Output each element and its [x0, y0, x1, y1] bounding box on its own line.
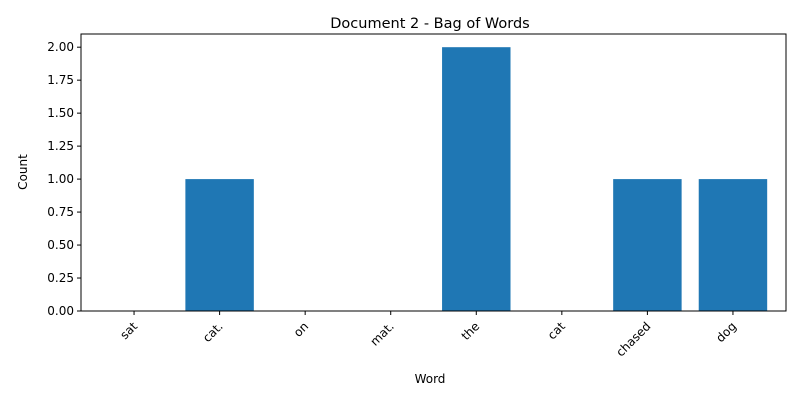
bar-the	[442, 47, 511, 311]
y-tick-label: 1.25	[47, 139, 74, 153]
y-tick-label: 0.00	[47, 304, 74, 318]
y-axis-title: Count	[16, 154, 30, 190]
y-tick-label: 1.00	[47, 172, 74, 186]
x-tick-label: sat	[117, 319, 140, 342]
y-tick-label: 2.00	[47, 40, 74, 54]
y-tick-label: 0.50	[47, 238, 74, 252]
bar-cat-dot	[185, 179, 254, 311]
y-tick-label: 0.25	[47, 271, 74, 285]
bar-chased	[613, 179, 682, 311]
x-axis-ticks: sat cat. on mat. the cat chased dog	[117, 311, 739, 359]
bars	[185, 47, 768, 311]
x-tick-label: dog	[713, 319, 739, 345]
y-axis-ticks: 0.00 0.25 0.50 0.75 1.00 1.25 1.50 1.75 2.00	[47, 40, 81, 318]
bar-dog	[698, 179, 768, 311]
y-tick-label: 1.75	[47, 73, 74, 87]
x-tick-label: cat.	[200, 319, 226, 345]
x-tick-label: chased	[613, 319, 653, 359]
y-tick-label: 1.50	[47, 106, 74, 120]
x-axis-title: Word	[415, 372, 446, 386]
x-tick-label: mat.	[367, 319, 396, 348]
plot-frame	[80, 33, 787, 312]
x-tick-label: cat	[545, 319, 568, 342]
chart-title: Document 2 - Bag of Words	[330, 16, 529, 32]
plot-area: 0.00 0.25 0.50 0.75 1.00 1.25 1.50 1.75 2.00 sat…	[47, 33, 787, 359]
y-tick-label: 0.75	[47, 205, 74, 219]
x-tick-label: on	[291, 319, 311, 339]
x-tick-label: the	[459, 319, 483, 343]
